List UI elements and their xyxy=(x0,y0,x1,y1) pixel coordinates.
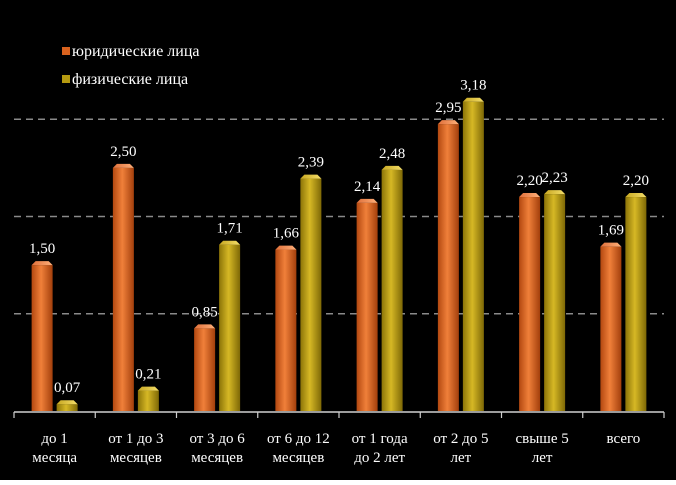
bar-legal xyxy=(519,197,541,411)
bar-top xyxy=(31,261,53,266)
bar-individual xyxy=(219,244,241,411)
x-tick-label: от 1 до 3 месяцев xyxy=(108,431,163,466)
data-label: 0,21 xyxy=(135,367,161,383)
bar-individual xyxy=(544,194,566,411)
bar-legal xyxy=(31,265,53,411)
x-tick-label: от 6 до 12 месяцев xyxy=(267,431,330,466)
bar-top xyxy=(356,198,378,203)
bar-top xyxy=(462,97,484,102)
x-axis xyxy=(13,411,665,418)
x-tick-label: от 1 года до 2 лет xyxy=(352,431,408,466)
data-label: 1,66 xyxy=(273,226,300,242)
bar-top xyxy=(275,245,297,250)
bar-top xyxy=(544,190,566,195)
data-label: 2,20 xyxy=(623,173,649,189)
bar-legal xyxy=(194,328,216,411)
legend-swatch xyxy=(62,75,70,83)
bar-individual xyxy=(137,390,159,411)
bar-individual xyxy=(625,197,647,411)
bar-individual xyxy=(462,101,484,412)
bar-top xyxy=(600,242,622,247)
x-tick-label: от 2 до 5 лет xyxy=(433,431,488,466)
bar-legal xyxy=(112,167,134,411)
data-label: 2,20 xyxy=(517,173,543,189)
legend: юридические лица физические лица xyxy=(62,43,200,88)
bar-legal xyxy=(356,202,378,411)
data-label: 3,18 xyxy=(460,78,486,94)
data-labels: 1,50 2,50 0,85 1,66 2,14 2,95 2,20 1,69 0,07 0,21… xyxy=(29,78,649,396)
bar-top xyxy=(625,193,647,198)
data-label: 2,14 xyxy=(354,179,381,195)
bar-individual xyxy=(381,169,403,411)
bar-legal xyxy=(275,249,297,411)
x-tick-label: до 1 месяца xyxy=(32,431,77,466)
bar-individual xyxy=(300,178,322,411)
bar-top xyxy=(56,400,78,405)
data-label: 0,85 xyxy=(192,304,218,320)
bar-top xyxy=(219,240,241,245)
x-tick-label: от 3 до 6 месяцев xyxy=(190,431,246,466)
bar-top xyxy=(437,120,459,125)
data-label: 2,50 xyxy=(110,144,136,160)
bar-top xyxy=(300,174,322,179)
bar-top xyxy=(137,386,159,391)
legend-label: физические лица xyxy=(72,71,188,88)
data-label: 2,48 xyxy=(379,146,405,162)
data-label: 0,07 xyxy=(54,380,81,396)
bar-legal xyxy=(600,246,622,411)
legend-label: юридические лица xyxy=(72,43,200,60)
bar-top xyxy=(381,165,403,170)
bar-top xyxy=(194,324,216,329)
bar-legal xyxy=(437,124,459,412)
bar-top xyxy=(519,193,541,198)
legend-swatch xyxy=(62,47,70,55)
data-label: 1,71 xyxy=(217,221,243,237)
bar-top xyxy=(112,163,134,168)
data-label: 2,23 xyxy=(542,170,568,186)
x-tick-label: свыше 5 лет xyxy=(515,431,568,466)
x-tick-labels: до 1 месяца от 1 до 3 месяцев от 3 до 6 месяц… xyxy=(32,431,640,466)
data-label: 2,95 xyxy=(435,100,461,116)
data-label: 2,39 xyxy=(298,155,324,171)
data-label: 1,50 xyxy=(29,241,55,257)
bar-individual xyxy=(56,404,78,411)
bars xyxy=(31,97,647,412)
data-label: 1,69 xyxy=(598,223,624,239)
x-tick-label: всего xyxy=(606,431,640,447)
